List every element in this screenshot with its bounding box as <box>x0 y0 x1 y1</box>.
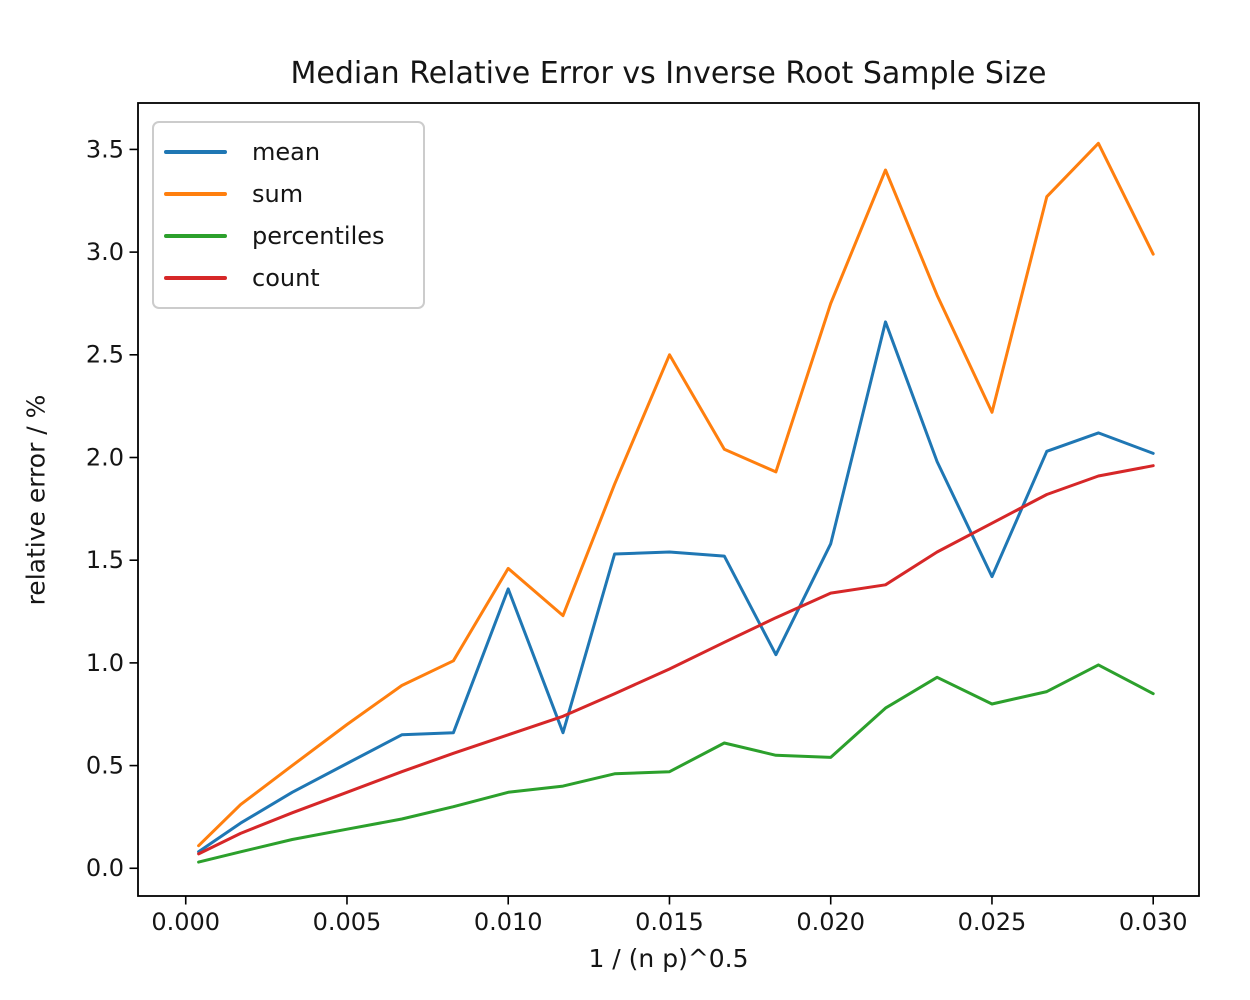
plot-border <box>137 102 1200 897</box>
series-lines <box>197 141 1155 864</box>
y-tick-label: 3.0 <box>86 238 124 266</box>
x-tick-label: 0.025 <box>958 908 1027 936</box>
legend-label: mean <box>252 138 321 166</box>
series-line-mean <box>197 320 1155 854</box>
legend: mean sum percentiles count <box>152 121 425 309</box>
series-line-percentiles <box>197 663 1155 864</box>
legend-label: percentiles <box>252 222 385 250</box>
y-tick-label: 1.0 <box>86 649 124 677</box>
legend-line-sample-sum <box>164 192 227 196</box>
y-tick-label: 2.0 <box>86 443 124 471</box>
legend-line-sample-count <box>164 276 227 280</box>
y-tick-label: 0.5 <box>86 751 124 779</box>
legend-item-sum: sum <box>164 174 423 214</box>
x-tick-label: 0.000 <box>151 908 220 936</box>
x-axis-label: 1 / (n p)^0.5 <box>588 944 749 973</box>
axis-ticks: 0.000 0.005 0.010 0.015 0.020 0.025 0.030 0.0 0.… <box>86 135 1188 936</box>
legend-item-mean: mean <box>164 132 423 172</box>
x-tick-label: 0.015 <box>635 908 704 936</box>
y-tick-label: 3.5 <box>86 135 124 163</box>
y-axis-label: relative error / % <box>21 394 51 606</box>
x-tick-label: 0.030 <box>1119 908 1188 936</box>
y-tick-label: 2.5 <box>86 341 124 369</box>
y-tick-label: 0.0 <box>86 854 124 882</box>
y-tick-label: 1.5 <box>86 546 124 574</box>
series-line-sum <box>197 141 1155 848</box>
legend-label: count <box>252 264 320 292</box>
legend-label: sum <box>252 180 304 208</box>
x-tick-label: 0.020 <box>796 908 865 936</box>
legend-item-percentiles: percentiles <box>164 216 423 256</box>
legend-line-sample-mean <box>164 150 227 154</box>
legend-line-sample-percentiles <box>164 234 227 238</box>
x-tick-label: 0.005 <box>313 908 382 936</box>
chart-title: Median Relative Error vs Inverse Root Sa… <box>290 56 1047 91</box>
x-tick-label: 0.010 <box>474 908 543 936</box>
series-line-count <box>197 464 1155 856</box>
legend-item-count: count <box>164 258 423 298</box>
